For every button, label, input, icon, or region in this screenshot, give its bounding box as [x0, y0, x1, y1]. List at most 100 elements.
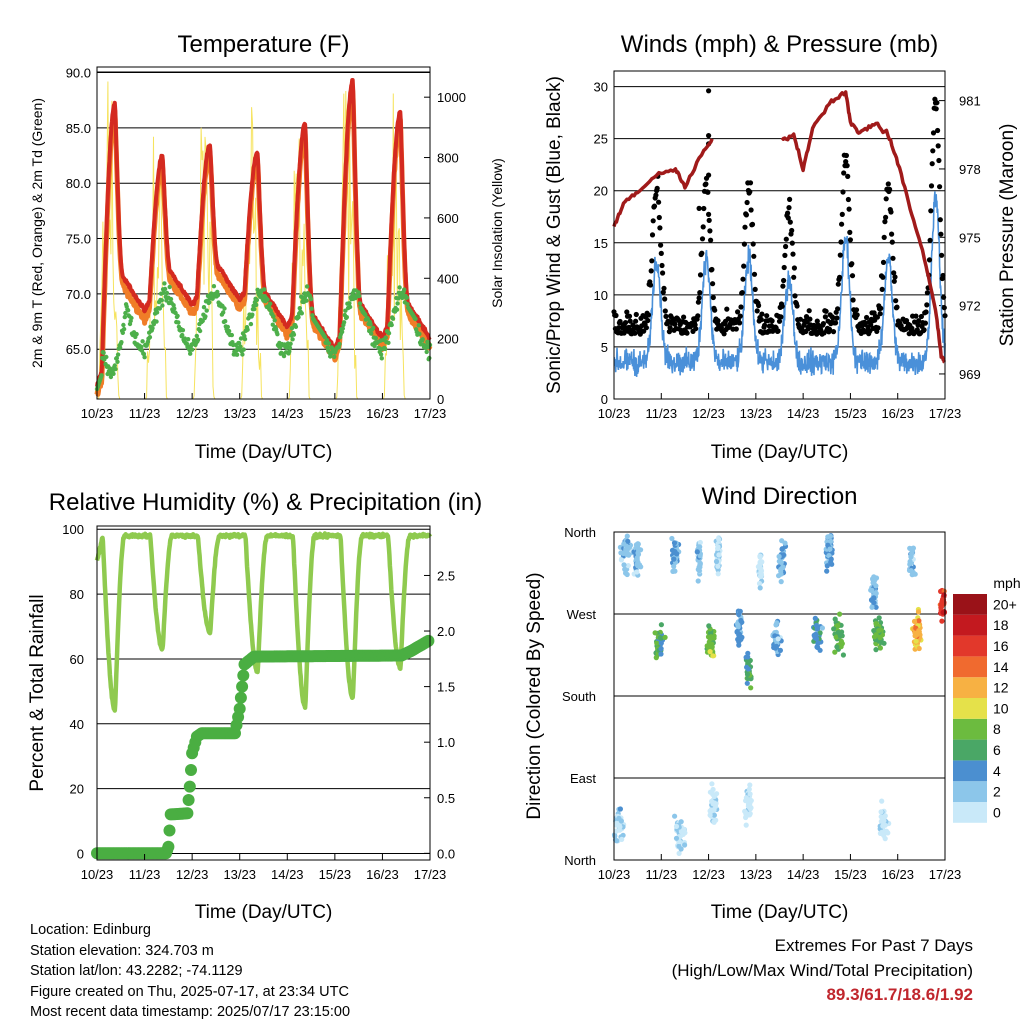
gust-point: [783, 243, 789, 250]
legend-swatch: [953, 698, 987, 719]
gust-point: [645, 317, 651, 324]
gust-point: [937, 217, 943, 223]
legend-swatch: [953, 802, 987, 823]
direction-point: [881, 640, 887, 646]
gust-point: [706, 133, 712, 139]
legend-swatch: [953, 677, 987, 698]
pressure-line: [612, 138, 714, 227]
gust-point: [789, 240, 795, 246]
dewpoint-point: [112, 363, 118, 368]
direction-point: [746, 804, 753, 811]
direction-point: [759, 559, 765, 565]
station-info: Location: Edinburg Station elevation: 32…: [30, 920, 350, 1023]
dewpoint-point: [394, 307, 400, 312]
dewpoint-point: [117, 345, 123, 350]
direction-point: [736, 642, 742, 648]
direction-point: [832, 649, 838, 655]
dewpoint-point: [201, 305, 207, 310]
gust-point: [633, 318, 639, 324]
direction-point: [673, 823, 680, 830]
gust-point: [845, 173, 851, 179]
direction-point: [908, 568, 914, 574]
dewpoint-point: [207, 300, 212, 305]
direction-point: [876, 628, 882, 634]
gust-point: [849, 261, 855, 267]
gust-point: [915, 322, 921, 328]
precip-point: [185, 764, 197, 776]
solar-ytick-label: 0: [437, 392, 444, 407]
gust-point: [891, 278, 897, 284]
direction-point: [634, 569, 640, 575]
gust-point: [845, 196, 852, 203]
gust-point: [941, 305, 947, 311]
direction-xtick-label: 16/23: [881, 867, 914, 882]
gust-point: [820, 321, 827, 327]
dewpoint-point: [337, 341, 342, 347]
dewpoint-point: [357, 293, 362, 299]
temperature-xtick-label: 10/23: [81, 406, 114, 421]
direction-point: [623, 570, 629, 576]
dewpoint-point: [297, 306, 302, 311]
direction-point: [618, 818, 625, 824]
humidity-xlabel: Time (Day/UTC): [195, 902, 333, 923]
gust-point: [633, 311, 639, 318]
direction-point: [614, 838, 620, 844]
gust-point: [833, 320, 839, 326]
legend-swatch: [953, 760, 987, 782]
pressure-line: [780, 90, 946, 364]
direction-point: [617, 806, 624, 812]
direction-point: [709, 644, 715, 650]
precip-ytick-label: 0.5: [437, 791, 455, 806]
dewpoint-point: [161, 290, 166, 295]
gust-point: [656, 214, 662, 221]
direction-xlabel: Time (Day/UTC): [711, 902, 849, 923]
dewpoint-point: [287, 349, 292, 354]
gust-point: [783, 236, 789, 242]
gust-point: [782, 252, 788, 258]
dewpoint-point: [139, 344, 144, 349]
direction-xtick-label: 11/23: [645, 867, 677, 882]
dewpoint-point: [308, 296, 314, 302]
dewpoint-point: [121, 322, 126, 328]
dewpoint-point: [417, 331, 422, 337]
legend-label: 0: [993, 804, 1001, 820]
dewpoint-point: [371, 325, 376, 330]
dewpoint-point: [157, 306, 162, 311]
direction-point: [938, 605, 944, 611]
gust-point: [762, 322, 768, 328]
direction-point: [715, 544, 721, 550]
gust-point: [787, 196, 793, 202]
dewpoint-point: [288, 341, 293, 346]
winds-xtick-label: 12/23: [692, 406, 725, 421]
dewpoint-point: [250, 312, 255, 317]
direction-point: [673, 835, 680, 841]
dewpoint-point: [341, 320, 347, 325]
direction-point: [824, 568, 830, 574]
direction-point: [674, 551, 680, 557]
gust-point: [830, 315, 836, 321]
direction-point: [710, 653, 716, 659]
gust-point: [854, 312, 860, 318]
gust-point: [701, 205, 707, 212]
dewpoint-point: [194, 333, 199, 339]
direction-point: [819, 625, 826, 631]
direction-point: [824, 563, 830, 569]
dewpoint-point: [203, 314, 208, 319]
direction-point: [709, 781, 715, 787]
direction-point: [869, 604, 875, 610]
gust-point: [737, 313, 743, 319]
dewpoint-point: [304, 298, 309, 303]
direction-point: [868, 597, 875, 603]
direction-point: [911, 618, 918, 625]
direction-point: [757, 573, 764, 580]
dewpoint-point: [395, 301, 400, 306]
gust-point: [822, 314, 829, 320]
gust-point: [835, 306, 841, 312]
dewpoint-point: [252, 306, 257, 312]
gust-point: [756, 302, 762, 309]
dewpoint-point: [119, 340, 124, 345]
direction-point: [658, 646, 664, 652]
direction-point: [840, 652, 847, 658]
dewpoint-point: [416, 323, 421, 328]
direction-point: [635, 559, 641, 565]
